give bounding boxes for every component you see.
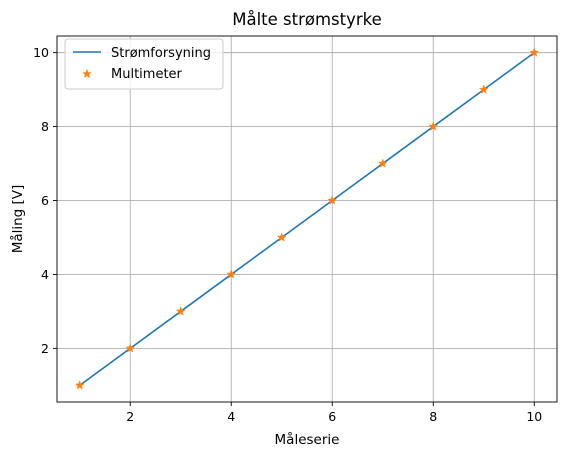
x-tick-label: 2 — [126, 409, 134, 424]
axes-frame — [56, 35, 558, 403]
legend-label-multimeter: Multimeter — [111, 67, 183, 82]
series-point-multimeter — [276, 232, 287, 242]
series-point-multimeter — [74, 380, 85, 390]
series-point-multimeter — [175, 306, 186, 316]
x-tick-label: 6 — [328, 409, 336, 424]
legend: Strømforsyning Multimeter — [64, 38, 224, 90]
x-tick-label: 10 — [526, 409, 542, 424]
x-tick-label: 8 — [429, 409, 437, 424]
legend-box — [64, 38, 224, 90]
plot-series — [74, 47, 540, 390]
y-tick-label: 4 — [41, 267, 49, 282]
y-axis-label: Måling [V] — [9, 185, 26, 254]
series-point-multimeter — [428, 121, 439, 131]
x-tick-label: 4 — [227, 409, 235, 424]
series-point-multimeter — [125, 343, 136, 353]
series-line-stromforsyning — [79, 51, 535, 387]
y-tick-label: 6 — [41, 193, 49, 208]
series-point-multimeter — [226, 269, 237, 279]
legend-label-stromforsyning: Strømforsyning — [111, 46, 211, 61]
y-tick-label: 8 — [41, 119, 49, 134]
series-point-multimeter — [478, 84, 489, 94]
y-tick-label: 10 — [33, 45, 49, 60]
y-tick-label: 2 — [41, 341, 49, 356]
series-point-multimeter — [377, 158, 388, 168]
series-point-multimeter — [327, 195, 338, 205]
grid — [57, 36, 557, 402]
chart-title: Målte strømstyrke — [232, 10, 382, 29]
series-point-multimeter — [529, 47, 540, 57]
x-axis-label: Måleserie — [275, 431, 340, 448]
ticks: 2 4 6 8 10 2 4 6 8 10 — [33, 45, 542, 424]
legend-swatch-star — [82, 68, 92, 79]
